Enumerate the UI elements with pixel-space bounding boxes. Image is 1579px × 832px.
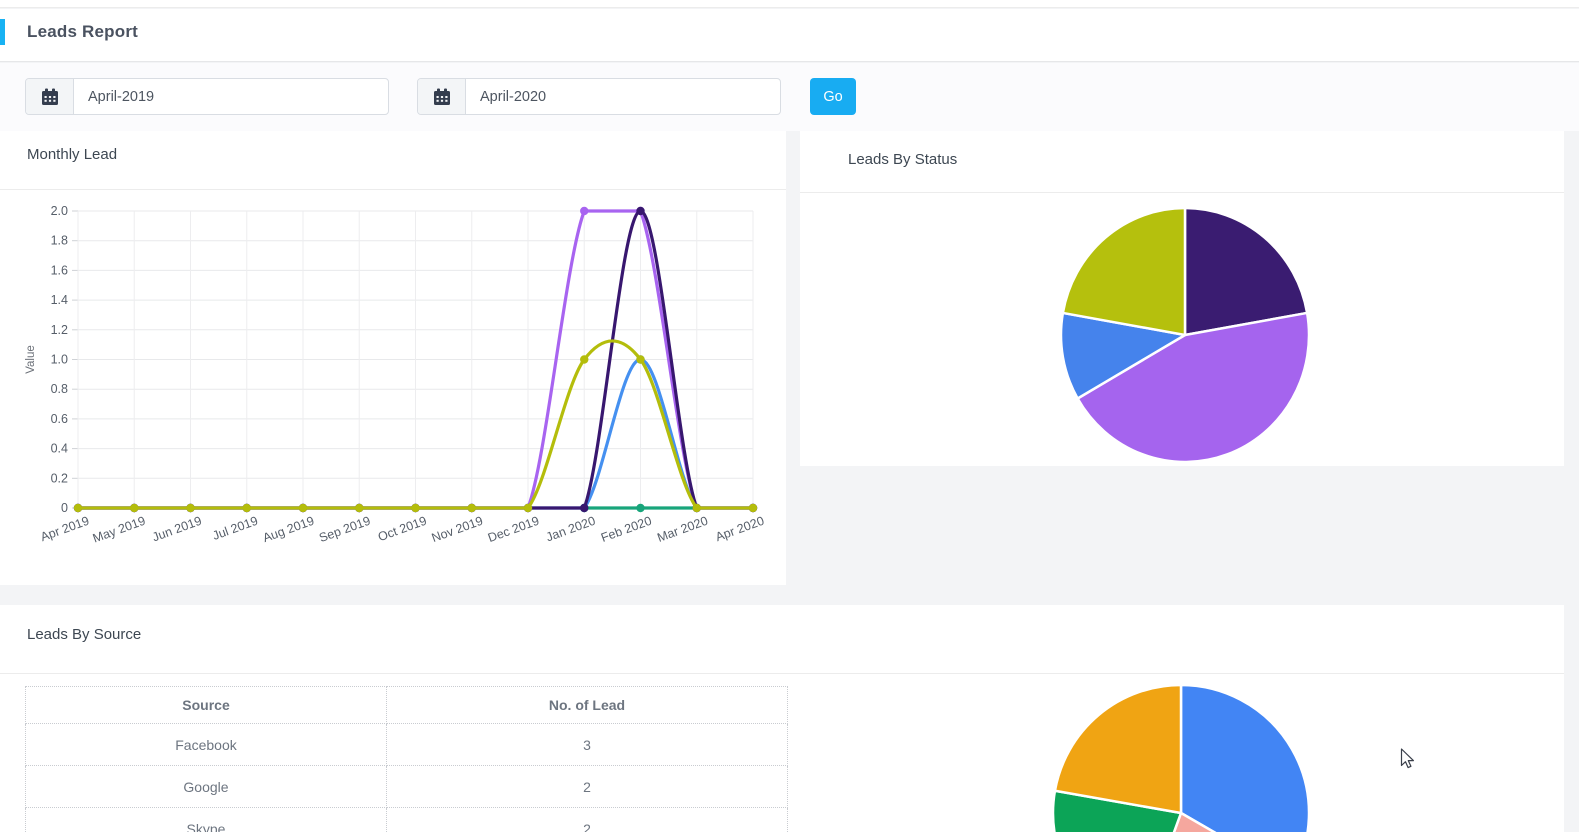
leads-source-table: Source No. of Lead Facebook 3 Google 2 Skype… (25, 686, 788, 832)
y-tick-label: 1.4 (51, 293, 68, 307)
leads-by-source-title: Leads By Source (27, 626, 142, 643)
chart-point-dark-indigo (580, 503, 589, 513)
title-accent-bar (0, 19, 5, 45)
chart-point-purple (580, 206, 589, 216)
calendar-addon-from[interactable] (26, 79, 74, 114)
leads-by-status-chart[interactable] (800, 193, 1564, 466)
y-tick-label: 1.0 (51, 353, 68, 367)
chart-point-olive (523, 503, 533, 513)
chart-point-olive (467, 503, 476, 513)
x-tick-label: Aug 2019 (261, 514, 316, 545)
chart-point-olive (242, 503, 251, 513)
table-row: Google 2 (25, 765, 788, 808)
date-from-input[interactable] (74, 79, 388, 114)
pie-salmon-slice[interactable] (1137, 811, 1292, 832)
y-tick-label: 0.8 (51, 382, 68, 396)
chart-point-olive (411, 503, 420, 513)
table-header-row: Source No. of Lead (25, 686, 788, 724)
leads-by-source-tbody: Facebook 3 Google 2 Skype 2 (25, 723, 788, 832)
header-band: Leads Report (0, 9, 1579, 62)
y-tick-label: 0.6 (51, 412, 68, 426)
monthly-lead-card: Monthly Lead 2.0 1.8 1.6 1.4 1.2 1.0 0.8 0.6 0.4… (0, 131, 786, 585)
y-tick-label: 0.2 (51, 471, 68, 485)
x-tick-label: Apr 2020 (714, 514, 767, 545)
page-title: Leads Report (27, 22, 139, 41)
go-button[interactable]: Go (810, 78, 856, 115)
calendar-icon (41, 88, 58, 105)
x-tick-label: Nov 2019 (430, 514, 485, 545)
calendar-icon (433, 88, 450, 105)
date-to-input[interactable] (466, 79, 780, 114)
calendar-addon-to[interactable] (418, 79, 466, 114)
x-tick-label: Feb 2020 (599, 514, 653, 545)
card-header: Monthly Lead (0, 131, 786, 190)
x-tick-label: Jan 2020 (544, 514, 597, 545)
chart-point-olive (73, 503, 83, 513)
chart-point-olive (130, 503, 139, 513)
x-tick-label: Mar 2020 (655, 514, 709, 545)
chart-point-olive (186, 503, 195, 513)
x-tick-label: Jun 2019 (150, 514, 203, 545)
x-tick-label: Apr 2019 (39, 514, 92, 545)
pie-dark-indigo-slice[interactable] (1183, 206, 1309, 337)
table-header-source: Source (25, 686, 387, 724)
date-from-group (25, 78, 389, 115)
y-tick-label: 0.4 (51, 442, 68, 456)
chart-point-olive (298, 503, 308, 513)
x-tick-label: Sep 2019 (317, 514, 372, 545)
monthly-lead-title: Monthly Lead (27, 146, 118, 163)
y-tick-label: 1.8 (51, 234, 68, 248)
top-strip (0, 0, 1579, 8)
x-tick-label: Dec 2019 (486, 514, 541, 545)
y-tick-label: 0 (61, 501, 68, 515)
card-header: Leads By Status (800, 131, 1564, 193)
x-tick-label: May 2019 (91, 514, 147, 546)
table-row: Facebook 3 (25, 723, 788, 766)
chart-point-olive (355, 503, 364, 513)
card-header: Leads By Source (0, 605, 1564, 674)
table-header-count: No. of Lead (386, 686, 788, 724)
chart-series-olive (76, 339, 755, 510)
date-to-group (417, 78, 781, 115)
table-row: Skype 2 (25, 807, 788, 832)
pie-olive-slice[interactable] (1061, 206, 1187, 337)
x-tick-label: Jul 2019 (211, 514, 260, 543)
chart-point-olive (580, 355, 589, 364)
leads-by-source-card: Leads By Source Source No. of Lead Faceb… (0, 605, 1564, 832)
y-axis-title: Value (25, 345, 37, 374)
chart-point-dark-indigo (636, 206, 645, 216)
x-tick-label: Oct 2019 (376, 514, 429, 545)
pie-orange-slice[interactable] (1053, 683, 1183, 815)
filter-band: Go (0, 63, 1579, 131)
leads-by-source-chart[interactable] (0, 674, 1564, 832)
chart-point-green (636, 503, 645, 513)
pie-blue-slice[interactable] (1179, 683, 1311, 832)
chart-point-olive (692, 503, 701, 513)
chart-point-olive (636, 355, 645, 364)
pie-green-slice[interactable] (1051, 789, 1183, 832)
chart-point-olive (748, 503, 758, 513)
y-tick-label: 1.6 (51, 263, 68, 277)
y-tick-label: 2.0 (51, 204, 68, 218)
pie-blue-slice[interactable] (1059, 311, 1187, 400)
leads-by-status-title: Leads By Status (848, 151, 958, 168)
pie-purple-slice[interactable] (1076, 311, 1311, 464)
y-tick-label: 1.2 (51, 323, 68, 337)
leads-by-status-card: Leads By Status (800, 131, 1564, 466)
